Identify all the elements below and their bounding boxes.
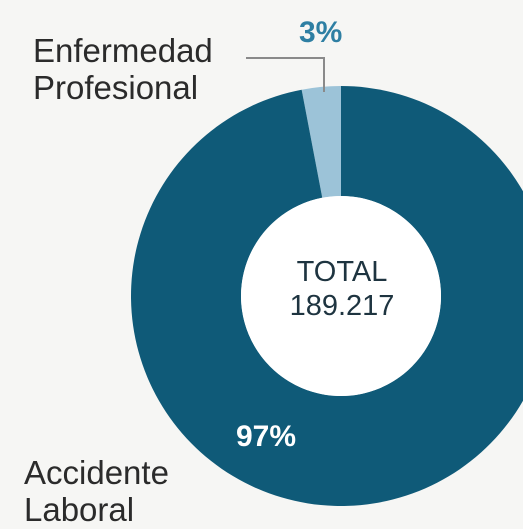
center-value: 189.217: [289, 290, 395, 323]
donut-center-label: TOTAL 189.217: [242, 255, 442, 323]
donut-slice-enfermedad-profesional: [301, 86, 341, 198]
label-enfermedad-profesional: Enfermedad Profesional: [33, 32, 213, 107]
leader-line: [246, 57, 325, 92]
donut-hole: [241, 196, 441, 396]
donut-slice-accidente-laboral: [131, 86, 523, 506]
label-enfermedad-line1: Enfermedad: [33, 32, 213, 69]
label-accidente-line1: Accidente: [24, 454, 169, 491]
label-accidente-line2: Laboral: [24, 490, 135, 528]
center-title: TOTAL: [296, 256, 388, 288]
label-accidente-laboral: Accidente Laboral: [24, 454, 169, 529]
percent-label-enfermedad: 3%: [299, 16, 343, 49]
percent-label-accidente: 97%: [236, 420, 297, 453]
label-enfermedad-line2: Profesional: [33, 68, 199, 106]
donut-chart: [131, 57, 523, 506]
